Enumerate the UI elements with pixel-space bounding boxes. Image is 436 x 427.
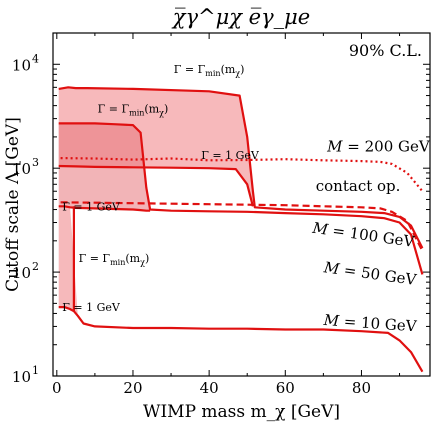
annotation-5: Γ = Γmin(mχ) [79,252,150,267]
y-tick-exponent-2: 2 [32,260,39,273]
y-tick-exponent-3: 3 [32,156,39,169]
curve-label-5: M = 10 GeV [322,311,418,336]
x-tick-label-3: 40 [200,379,219,397]
x-tick-label-2: 20 [123,379,142,397]
series-line-1 [60,157,424,192]
series-line-4 [58,122,424,275]
gamma-curve-2 [58,205,151,212]
y-tick-label-2: 10 [12,264,31,282]
curves [58,86,424,373]
confidence-level-label: 90% C.L. [349,41,422,60]
series-line-2 [60,201,424,252]
annotation-4: Γ = 1 GeV [62,201,121,214]
y-tick-label-4: 10 [12,56,31,74]
region-1 [58,87,253,207]
annotation-2: Γ = Γmin(mχ) [98,102,169,117]
y-tick-exponent-1: 1 [32,364,39,377]
annotation-1: Γ = Γmin(mχ) [174,63,245,78]
y-axis-label: Cutoff scale Λ [GeV] [3,117,23,292]
x-axis-label: WIMP mass m_χ [GeV] [143,402,340,422]
x-tick-label-1: 0 [52,379,62,397]
chart-title: χ̅γ^μχ e̅γ_μe [171,5,310,29]
curve-label-1: M = 200 GeV [326,137,431,155]
gamma-curve-1 [58,164,254,207]
x-tick-label-4: 60 [276,379,295,397]
curve-label-2: contact op. [316,177,401,195]
y-tick-exponent-4: 4 [32,52,39,65]
plot-frame [52,32,431,377]
annotation-6: Γ = 1 GeV [62,301,121,314]
series-line-3 [58,86,424,249]
curve-label-4: M = 50 GeV [322,258,419,289]
annotation-3: Γ = 1 GeV [201,149,260,162]
x-tick-label-5: 80 [352,379,371,397]
y-tick-label-1: 10 [12,368,31,386]
y-tick-label-3: 10 [12,160,31,178]
